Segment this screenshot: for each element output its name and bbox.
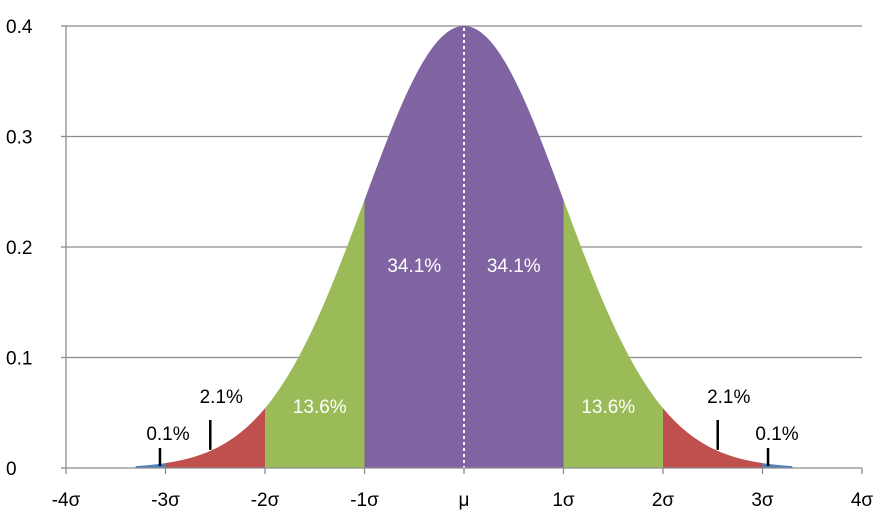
x-tick-label: 4σ bbox=[851, 490, 874, 511]
x-tick-label: 3σ bbox=[751, 490, 774, 511]
region-5 bbox=[563, 199, 663, 468]
region-label: 34.1% bbox=[387, 256, 441, 277]
region-label: 13.6% bbox=[581, 397, 635, 418]
region-label: 0.1% bbox=[755, 424, 798, 445]
region-label: 34.1% bbox=[487, 256, 541, 277]
x-tick-label: μ bbox=[459, 490, 470, 511]
region-3 bbox=[364, 26, 464, 468]
y-tick-label: 0.1 bbox=[6, 349, 32, 370]
region-label: 2.1% bbox=[707, 387, 750, 408]
region-6 bbox=[663, 408, 763, 468]
y-tick-label: 0.2 bbox=[6, 238, 32, 259]
region-7 bbox=[762, 463, 793, 468]
x-tick-label: 1σ bbox=[552, 490, 575, 511]
regions bbox=[135, 26, 793, 468]
axes: 0 0.1 0.2 0.3 0.4 -4σ -3σ -2σ -1σ μ 1σ 2σ 3σ 4σ bbox=[6, 17, 873, 511]
region-label: 2.1% bbox=[200, 387, 243, 408]
region-0 bbox=[135, 463, 166, 468]
region-1 bbox=[165, 408, 265, 468]
y-tick-label: 0.4 bbox=[6, 17, 33, 38]
x-tick-label: 2σ bbox=[652, 490, 675, 511]
region-2 bbox=[265, 199, 365, 468]
y-tick-label: 0.3 bbox=[6, 128, 32, 149]
y-tick-label: 0 bbox=[6, 459, 17, 480]
x-tick-label: -4σ bbox=[52, 490, 81, 511]
x-tick-label: -2σ bbox=[251, 490, 280, 511]
region-4 bbox=[464, 26, 564, 468]
region-label: 13.6% bbox=[293, 397, 347, 418]
region-label: 0.1% bbox=[146, 424, 189, 445]
x-tick-label: -3σ bbox=[151, 490, 180, 511]
x-tick-label: -1σ bbox=[350, 490, 379, 511]
region-labels: 0.1%2.1% 13.6%34.1% 34.1%13.6% 2.1%0.1% bbox=[146, 256, 799, 466]
